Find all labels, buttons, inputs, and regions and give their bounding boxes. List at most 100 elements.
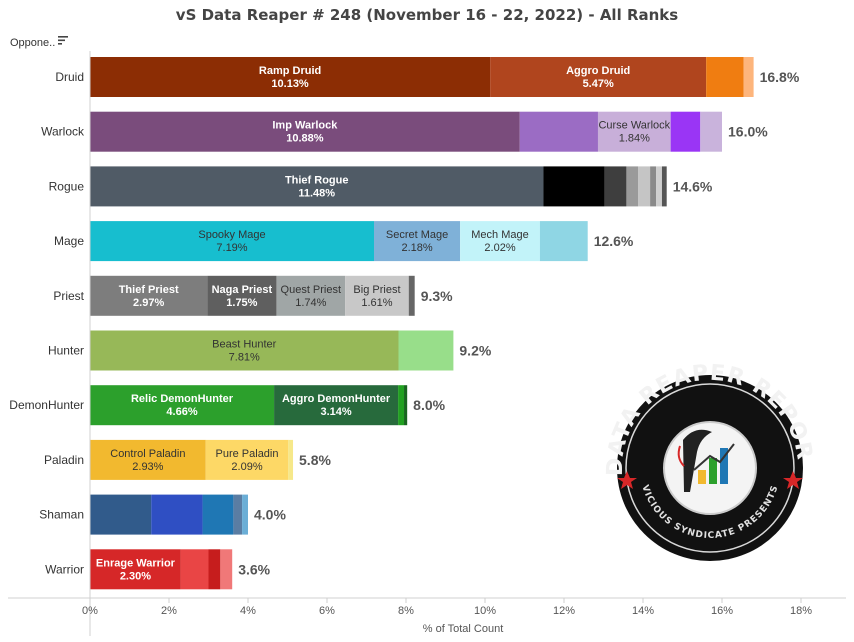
sort-icon[interactable]: [58, 36, 68, 45]
segment-value-label: 2.18%: [401, 242, 432, 254]
bar-segment-quest-priest[interactable]: [276, 275, 346, 316]
x-tick-label: 8%: [398, 605, 414, 617]
x-tick-label: 12%: [553, 605, 575, 617]
logo-reaper-icon: [677, 429, 712, 492]
bar-segment-rogue-other-1[interactable]: [543, 166, 605, 207]
segment-value-label: 2.30%: [120, 570, 151, 582]
bar-segment-shaman-other-1[interactable]: [151, 494, 203, 535]
segment-name-label: Mech Mage: [471, 229, 528, 241]
x-axis: 0% 2% 4% 6% 8% 10% 12% 14% 16% 18%: [8, 51, 846, 636]
class-label-hunter: Hunter: [48, 344, 84, 358]
class-label-demonhunter: DemonHunter: [9, 398, 84, 412]
bar-segment-naga-priest[interactable]: [207, 275, 277, 316]
bar-segment-warrior-other-3[interactable]: [220, 549, 233, 590]
bar-segment-beast-hunter[interactable]: [90, 330, 399, 371]
bar-segment-demonhunter-other-3[interactable]: [404, 385, 408, 426]
segment-value-label: 1.74%: [295, 297, 326, 309]
bar-segment-aggro-druid[interactable]: [490, 57, 707, 97]
bar-segment-druid-other-3[interactable]: [743, 57, 754, 97]
class-label-paladin: Paladin: [44, 453, 84, 467]
bar-segment-rogue-other-5[interactable]: [650, 166, 657, 207]
bar-segment-secret-mage[interactable]: [374, 221, 461, 262]
x-tick-label: 18%: [790, 605, 812, 617]
total-label-druid: 16.8%: [760, 69, 800, 85]
opponent-header-label: Oppone..: [10, 37, 55, 49]
bar-segment-thief-rogue[interactable]: [90, 166, 544, 207]
bar-segment-rogue-other-6[interactable]: [656, 166, 662, 207]
bar-segment-demonhunter-other-2[interactable]: [398, 385, 405, 426]
class-label-rogue: Rogue: [49, 179, 85, 193]
bar-segment-warrior-other-1[interactable]: [180, 549, 209, 590]
segment-value-label: 5.47%: [583, 78, 614, 90]
bar-segment-control-paladin[interactable]: [90, 439, 206, 480]
bar-segment-shaman-other-2[interactable]: [202, 494, 234, 535]
segment-name-label: Big Priest: [353, 284, 400, 296]
bar-segment-warrior-other-2[interactable]: [208, 549, 221, 590]
total-label-demonhunter: 8.0%: [413, 397, 445, 413]
bar-segment-enrage-warrior[interactable]: [90, 549, 181, 590]
bar-segment-mech-mage[interactable]: [460, 221, 540, 262]
total-label-hunter: 9.2%: [459, 343, 491, 359]
bar-segment-druid-other-2[interactable]: [706, 57, 744, 97]
logo-star-left: [617, 471, 637, 489]
bar-segment-shaman-other-0[interactable]: [90, 494, 152, 535]
bar-segment-rogue-other-3[interactable]: [626, 166, 639, 207]
segment-value-label: 7.81%: [229, 352, 260, 364]
bar-segment-mage-other-3[interactable]: [539, 221, 588, 262]
bar-segment-priest-other-4[interactable]: [408, 275, 415, 316]
x-tick-label: 10%: [474, 605, 496, 617]
bar-row-shaman: Shaman 4.0%: [39, 494, 286, 535]
segment-value-label: 10.88%: [286, 133, 324, 145]
bar-segment-pure-paladin[interactable]: [205, 439, 289, 480]
bar-segment-hunter-other-1[interactable]: [398, 330, 454, 371]
segment-name-label: Aggro Druid: [566, 65, 630, 77]
segment-name-label: Aggro DemonHunter: [282, 393, 391, 405]
bar-segment-rogue-other-7[interactable]: [661, 166, 667, 207]
x-tick-label: 14%: [632, 605, 654, 617]
segment-value-label: 11.48%: [298, 187, 335, 199]
total-label-mage: 12.6%: [594, 233, 634, 249]
chart-title: vS Data Reaper # 248 (November 16 - 22, …: [176, 6, 678, 24]
segment-name-label: Naga Priest: [212, 284, 273, 296]
bar-segment-shaman-other-3[interactable]: [233, 494, 243, 535]
segment-name-label: Curse Warlock: [598, 120, 670, 132]
bar-segment-shaman-other-4[interactable]: [242, 494, 248, 535]
opponent-sort-header[interactable]: Oppone..: [10, 36, 68, 49]
bar-segment-curse-warlock[interactable]: [597, 111, 671, 152]
bar-segment-rogue-other-4[interactable]: [638, 166, 651, 207]
segment-value-label: 10.13%: [271, 78, 309, 90]
bar-segment-warlock-other-3[interactable]: [670, 111, 701, 152]
bar-segment-warlock-other-1[interactable]: [519, 111, 598, 152]
segment-name-label: Thief Rogue: [285, 174, 349, 186]
segment-name-label: Relic DemonHunter: [131, 393, 234, 405]
bar-segment-relic-demonhunter[interactable]: [90, 385, 275, 426]
bar-segment-big-priest[interactable]: [345, 275, 409, 316]
bar-segment-warlock-other-4[interactable]: [700, 111, 722, 152]
segment-value-label: 1.84%: [619, 133, 650, 145]
total-label-paladin: 5.8%: [299, 452, 331, 468]
bar-segment-aggro-demonhunter[interactable]: [274, 385, 399, 426]
total-label-warrior: 3.6%: [238, 561, 270, 577]
bar-segment-ramp-druid[interactable]: [90, 57, 491, 97]
total-label-rogue: 14.6%: [673, 178, 713, 194]
class-label-mage: Mage: [54, 234, 84, 248]
segment-name-label: Pure Paladin: [216, 448, 279, 460]
class-label-shaman: Shaman: [39, 508, 84, 522]
bar-segment-rogue-other-2[interactable]: [604, 166, 627, 207]
bar-segment-thief-priest[interactable]: [90, 275, 208, 316]
x-tick-label: 2%: [161, 605, 177, 617]
segment-value-label: 4.66%: [166, 406, 197, 418]
bar-segment-paladin-other-2[interactable]: [288, 439, 294, 480]
segment-name-label: Thief Priest: [119, 284, 179, 296]
x-axis-title: % of Total Count: [423, 623, 504, 635]
bar-segment-imp-warlock[interactable]: [90, 111, 520, 152]
segment-value-label: 7.19%: [216, 242, 247, 254]
bar-segment-spooky-mage[interactable]: [90, 221, 375, 262]
